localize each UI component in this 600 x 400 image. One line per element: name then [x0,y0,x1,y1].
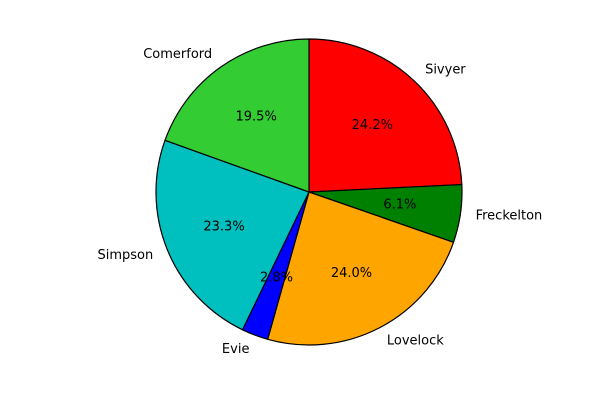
pie-category-label-evie: Evie [222,342,250,357]
pie-pct-label-comerford: 19.5% [236,109,277,124]
pie-slice-comerford [164,38,310,193]
pie-category-label-simpson: Simpson [97,248,153,263]
pie-category-label-freckelton: Freckelton [476,208,543,223]
pie-pct-label-sivyer: 24.2% [352,118,393,133]
pie-category-label-comerford: Comerford [143,47,212,62]
pie-pct-label-simpson: 23.3% [203,219,244,234]
pie-pct-label-evie: 2.8% [260,270,293,285]
pie-slice-lovelock [267,191,455,346]
pie-category-label-lovelock: Lovelock [387,334,444,349]
pie-labels: 24.2% Sivyer 6.1% Freckelton 24.0% Lovelock 2.… [97,47,542,357]
pie-slice-simpson [155,139,310,331]
pie-category-label-sivyer: Sivyer [425,63,466,78]
pie-slices [155,38,463,346]
pie-pct-label-freckelton: 6.1% [383,198,416,213]
pie-slice-sivyer [308,38,463,193]
pie-pct-label-lovelock: 24.0% [331,266,372,281]
